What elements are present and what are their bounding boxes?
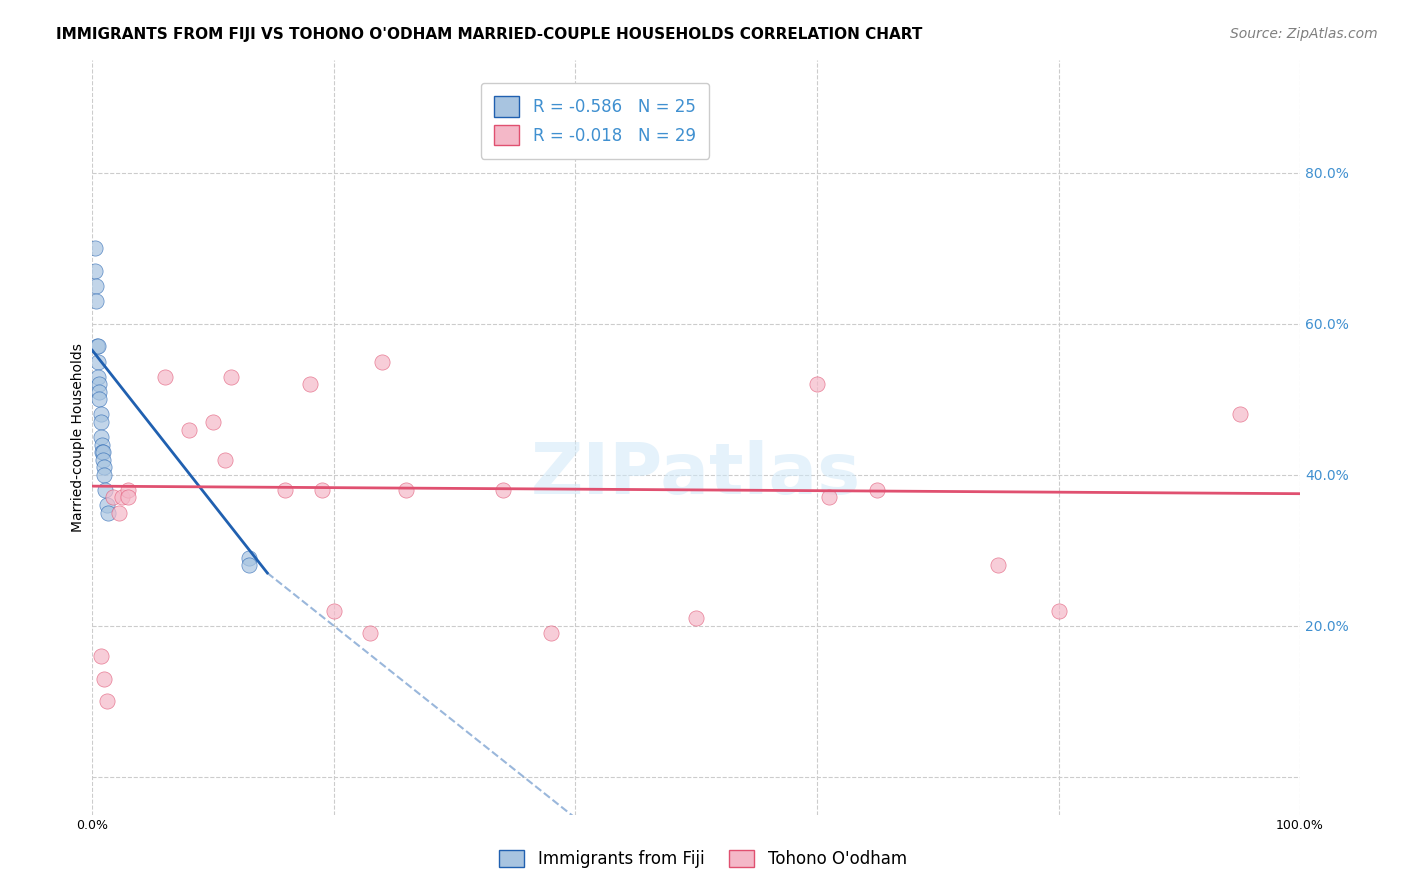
Text: ZIPatlas: ZIPatlas xyxy=(531,441,862,509)
Point xyxy=(91,445,114,459)
Point xyxy=(97,506,120,520)
Point xyxy=(101,491,124,505)
Point xyxy=(94,483,117,497)
Point xyxy=(117,491,139,505)
Point xyxy=(395,483,418,497)
Point xyxy=(90,415,112,429)
Point xyxy=(238,558,260,573)
Point xyxy=(87,369,110,384)
Point xyxy=(1229,408,1251,422)
Text: IMMIGRANTS FROM FIJI VS TOHONO O'ODHAM MARRIED-COUPLE HOUSEHOLDS CORRELATION CHA: IMMIGRANTS FROM FIJI VS TOHONO O'ODHAM M… xyxy=(56,27,922,42)
Legend: Immigrants from Fiji, Tohono O'odham: Immigrants from Fiji, Tohono O'odham xyxy=(492,843,914,875)
Point xyxy=(90,648,112,663)
Text: Source: ZipAtlas.com: Source: ZipAtlas.com xyxy=(1230,27,1378,41)
Point xyxy=(87,339,110,353)
Point xyxy=(111,491,134,505)
Point xyxy=(93,467,115,482)
Legend: R = -0.586   N = 25, R = -0.018   N = 29: R = -0.586 N = 25, R = -0.018 N = 29 xyxy=(481,83,709,159)
Point xyxy=(96,694,118,708)
Point xyxy=(540,626,562,640)
Point xyxy=(359,626,381,640)
Point xyxy=(91,452,114,467)
Point xyxy=(492,483,515,497)
Point xyxy=(89,377,111,392)
Y-axis label: Married-couple Households: Married-couple Households xyxy=(72,343,86,532)
Point xyxy=(89,384,111,399)
Point xyxy=(1047,604,1070,618)
Point xyxy=(818,491,841,505)
Point xyxy=(987,558,1010,573)
Point xyxy=(96,498,118,512)
Point xyxy=(201,415,224,429)
Point xyxy=(84,279,107,293)
Point xyxy=(219,369,242,384)
Point xyxy=(93,672,115,686)
Point xyxy=(371,354,394,368)
Point xyxy=(90,430,112,444)
Point xyxy=(93,460,115,475)
Point xyxy=(866,483,889,497)
Point xyxy=(806,377,828,392)
Point xyxy=(90,408,112,422)
Point xyxy=(89,392,111,407)
Point xyxy=(685,611,707,625)
Point xyxy=(90,437,112,451)
Point xyxy=(214,452,236,467)
Point xyxy=(83,264,105,278)
Point xyxy=(322,604,344,618)
Point xyxy=(274,483,297,497)
Point xyxy=(298,377,321,392)
Point xyxy=(153,369,176,384)
Point xyxy=(87,354,110,368)
Point xyxy=(238,550,260,565)
Point xyxy=(90,445,112,459)
Point xyxy=(177,423,200,437)
Point xyxy=(86,339,108,353)
Point xyxy=(83,241,105,255)
Point xyxy=(117,483,139,497)
Point xyxy=(311,483,333,497)
Point xyxy=(84,294,107,309)
Point xyxy=(107,506,129,520)
